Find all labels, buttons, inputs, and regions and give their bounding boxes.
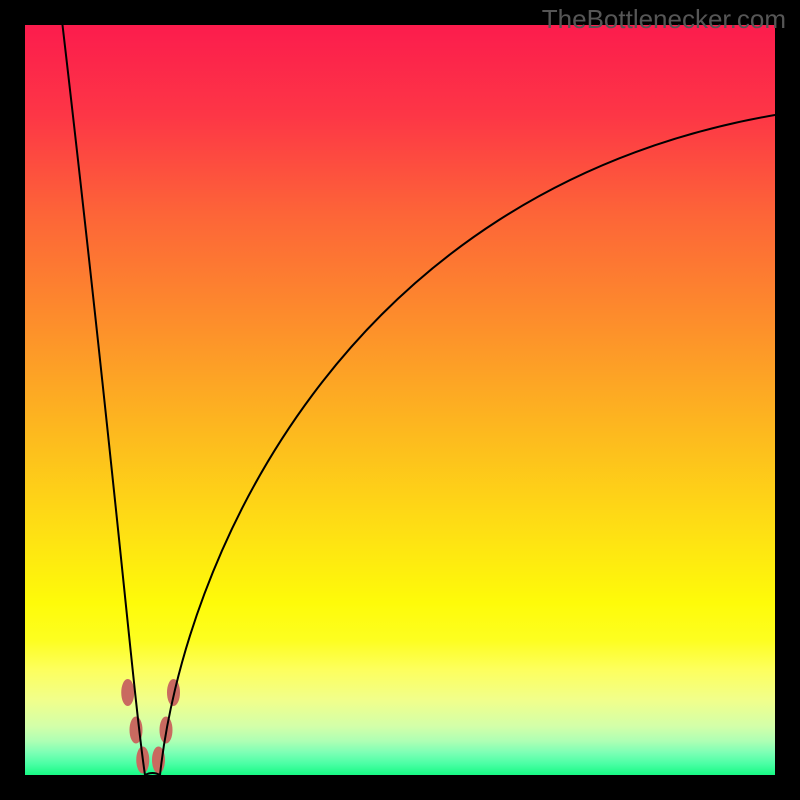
chart-frame: TheBottlenecker.com <box>0 0 800 800</box>
chart-background <box>25 25 775 775</box>
plot-svg <box>25 25 775 775</box>
plot-area <box>25 25 775 775</box>
watermark-text: TheBottlenecker.com <box>542 4 786 35</box>
marker-dot <box>122 680 134 706</box>
